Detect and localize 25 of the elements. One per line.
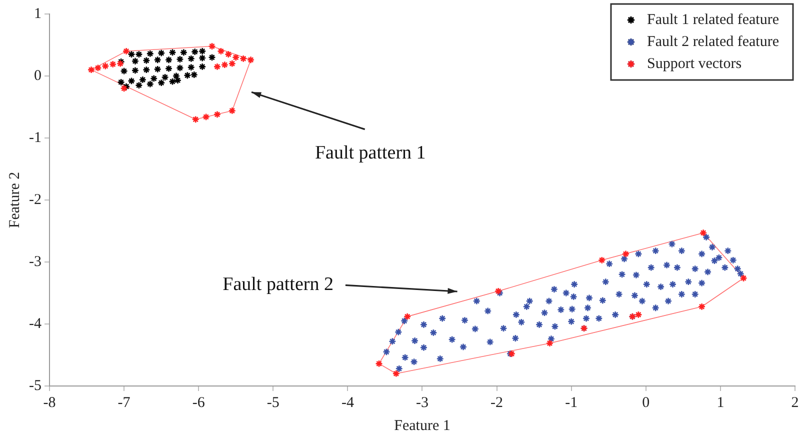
x-tick-label: -1	[565, 394, 578, 411]
y-tick-label: 0	[34, 68, 42, 84]
x-tick-label: -3	[416, 394, 428, 411]
legend-label: Fault 1 related feature	[646, 12, 780, 28]
y-tick-label: -1	[28, 130, 42, 146]
x-tick-label: -4	[341, 394, 354, 411]
x-tick-label: 2	[791, 394, 799, 411]
x-tick-label: -2	[490, 394, 504, 411]
x-tick-label: -7	[118, 394, 131, 411]
x-tick-label: -5	[266, 394, 280, 411]
y-axis-title: Feature 2	[6, 172, 23, 228]
x-tick-label: 1	[716, 394, 724, 411]
x-axis-title: Feature 1	[394, 418, 450, 434]
x-tick-label: 0	[642, 394, 650, 411]
y-tick-label: -3	[28, 254, 42, 270]
x-tick-label: -6	[192, 394, 206, 411]
x-tick-label: -8	[43, 394, 56, 411]
annotation: Fault pattern 1	[314, 142, 426, 164]
y-tick-label: -2	[28, 192, 42, 208]
annotation: Fault pattern 2	[222, 274, 334, 296]
y-tick-label: -5	[28, 378, 42, 394]
y-tick-label: -4	[28, 316, 42, 332]
legend-label: Support vectors	[646, 56, 742, 72]
y-tick-label: 1	[34, 6, 42, 22]
legend-label: Fault 2 related feature	[646, 34, 780, 50]
